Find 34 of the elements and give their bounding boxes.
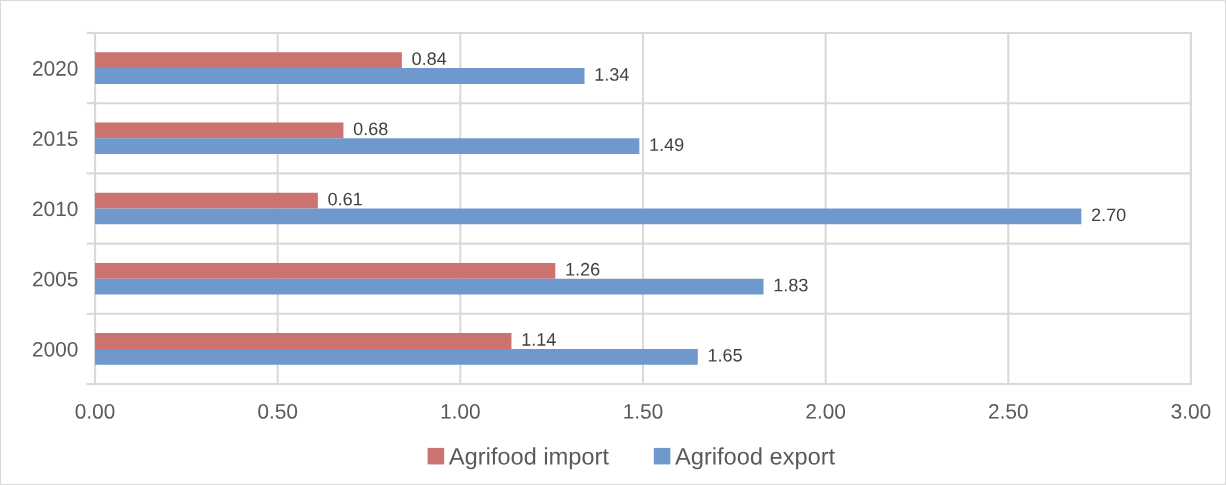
x-tick-label: 1.00 — [441, 404, 480, 419]
x-tick-label: 1.50 — [624, 404, 663, 419]
y-tick-label: 2020 — [33, 61, 78, 76]
data-label: 2.70 — [1091, 208, 1126, 222]
data-label: 0.84 — [412, 52, 447, 66]
bar — [95, 138, 640, 155]
bar — [95, 52, 402, 69]
x-tick-label: 2.00 — [806, 404, 846, 419]
bar — [95, 348, 698, 365]
data-label: 0.61 — [328, 192, 362, 206]
bar — [95, 192, 318, 209]
bar — [95, 262, 556, 279]
data-label: 1.49 — [650, 138, 684, 152]
x-tick-label: 2.50 — [989, 404, 1028, 419]
legend-label: Agrifood export — [675, 447, 836, 470]
x-tick-label: 0.00 — [75, 404, 115, 419]
x-tick-label: 0.50 — [258, 404, 298, 419]
data-label: 1.34 — [595, 68, 629, 81]
data-label: 1.83 — [774, 278, 808, 292]
data-label: 1.14 — [522, 333, 556, 346]
bar — [95, 68, 585, 84]
y-tick-label: 2015 — [33, 131, 78, 147]
bar — [95, 122, 344, 139]
bar — [95, 208, 1082, 225]
data-label: 1.65 — [708, 348, 742, 362]
data-label: 1.26 — [566, 262, 600, 276]
x-tick-label: 3.00 — [1171, 404, 1211, 419]
bar — [95, 333, 512, 349]
y-tick-label: 2000 — [33, 341, 78, 357]
y-tick-label: 2010 — [33, 201, 78, 217]
bar — [95, 278, 764, 295]
y-tick-label: 2005 — [33, 271, 78, 287]
legend-label: Agrifood import — [448, 447, 609, 470]
data-label: 0.68 — [353, 122, 388, 136]
